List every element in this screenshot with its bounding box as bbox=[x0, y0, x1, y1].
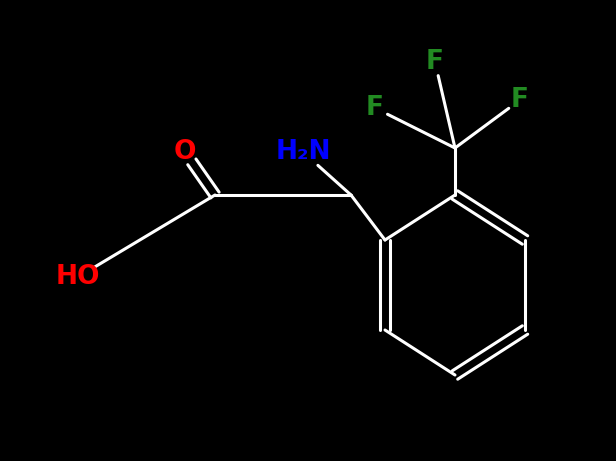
Text: H₂N: H₂N bbox=[275, 139, 331, 165]
Text: O: O bbox=[174, 139, 197, 165]
Text: F: F bbox=[511, 87, 529, 113]
Text: F: F bbox=[366, 95, 384, 121]
Text: F: F bbox=[426, 49, 444, 75]
Text: HO: HO bbox=[56, 264, 100, 290]
